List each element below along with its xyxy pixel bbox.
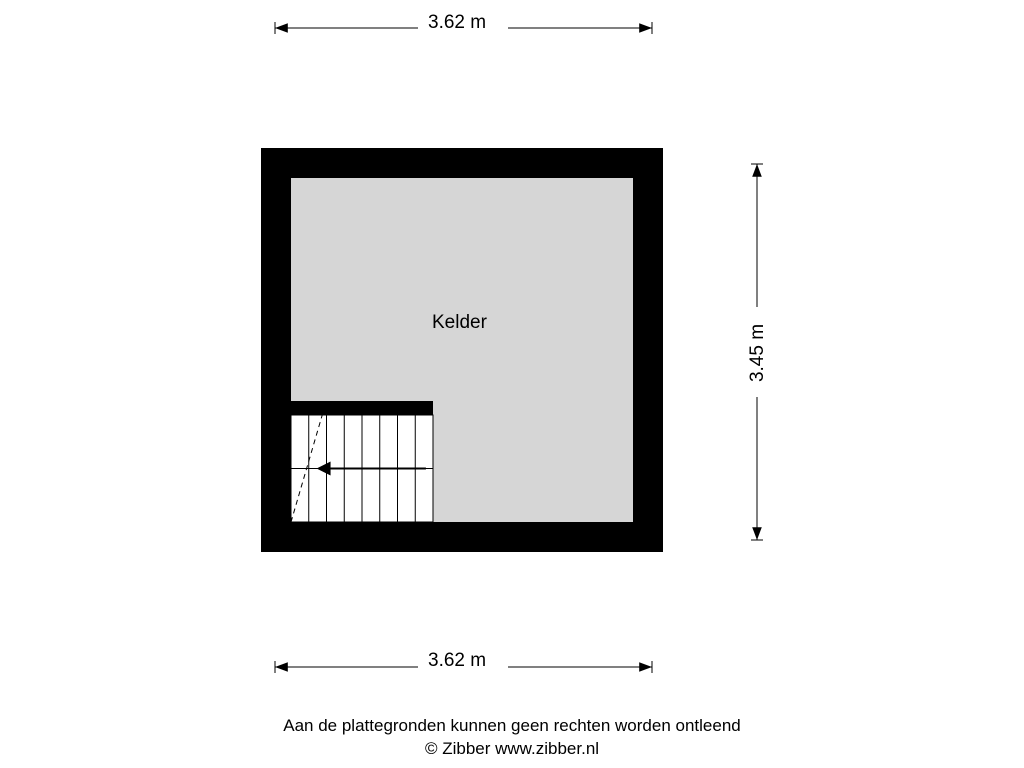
dimension-bottom-label: 3.62 m	[428, 650, 486, 672]
footer-line2: © Zibber www.zibber.nl	[425, 739, 599, 758]
room-label: Kelder	[432, 312, 487, 334]
dimension-right-label: 3.45 m	[747, 324, 769, 382]
floorplan-canvas: 3.62 m 3.62 m 3.45 m Kelder Aan de platt…	[0, 0, 1024, 768]
footer-text: Aan de plattegronden kunnen geen rechten…	[0, 715, 1024, 761]
floorplan-svg	[0, 0, 1024, 768]
footer-line1: Aan de plattegronden kunnen geen rechten…	[283, 716, 740, 735]
dimension-top-label: 3.62 m	[428, 12, 486, 34]
